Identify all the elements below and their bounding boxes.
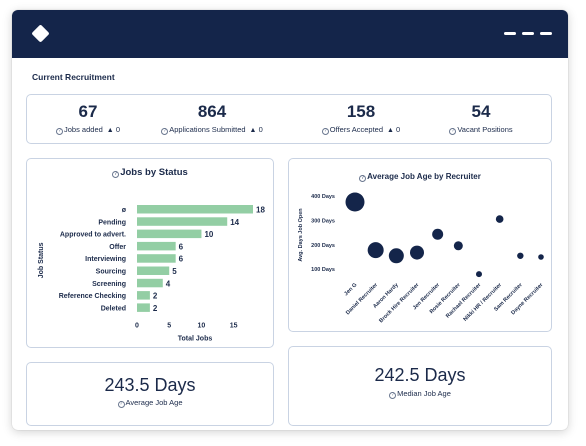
- chart-title: Jobs by Status: [120, 167, 188, 178]
- bar: [137, 278, 163, 288]
- help-icon[interactable]: ?: [56, 128, 63, 135]
- jobs-by-status-chart: ø 18 Pending 14 Approved to advert. 10 Offer 6 I…: [38, 205, 265, 343]
- diamond-logo-icon[interactable]: [31, 24, 50, 43]
- bar: [137, 217, 228, 226]
- kpi-label: Vacant Positions: [457, 125, 513, 134]
- help-icon[interactable]: ?: [321, 128, 329, 135]
- kpi-jobs-added: 67 ? Jobs added ▲ 0: [43, 103, 133, 135]
- avg-job-age-by-recruiter-card: ? Average Job Age by Recruiter 100 Days 20…: [288, 158, 552, 332]
- y-tick-label: 200 Days: [311, 243, 335, 249]
- bar: [137, 266, 170, 275]
- bar-value-label: 4: [166, 279, 171, 288]
- y-axis-label: Job Status: [38, 242, 45, 278]
- up-arrow-icon: ▲: [249, 127, 257, 134]
- category-label: Interviewing: [85, 256, 126, 263]
- data-point: [538, 254, 544, 260]
- category-label: Pending: [98, 219, 126, 226]
- category-label: Deleted: [101, 305, 126, 312]
- x-tick-label: 5: [167, 323, 171, 330]
- bar-value-label: 6: [179, 255, 184, 264]
- help-icon[interactable]: ?: [389, 392, 397, 399]
- bar-value-label: 18: [256, 206, 265, 215]
- data-point: [495, 215, 504, 223]
- bar-value-label: 2: [153, 304, 158, 313]
- kpi-vacant-positions: 54 ? Vacant Positions: [439, 103, 523, 135]
- kpi-value: 158: [346, 102, 376, 121]
- kpi-label: Jobs added: [64, 125, 103, 134]
- kpi-delta: 0: [396, 125, 401, 134]
- bar-value-label: 5: [172, 267, 177, 276]
- average-job-age-label: Average Job Age: [125, 398, 183, 407]
- x-tick-label: 0: [135, 323, 139, 330]
- bar: [137, 303, 150, 312]
- bar-value-label: 2: [153, 292, 158, 301]
- data-point: [517, 252, 524, 259]
- median-job-age-value: 242.5 Days: [374, 365, 466, 385]
- data-point: [388, 248, 404, 264]
- bar-value-label: 10: [204, 230, 213, 239]
- data-point: [432, 228, 444, 240]
- median-job-age-card: 242.5 Days ? Median Job Age: [288, 346, 552, 426]
- kpi-value: 54: [471, 102, 491, 121]
- bar-value-label: 6: [179, 242, 184, 251]
- data-point: [476, 271, 482, 278]
- kpi-applications-submitted: 864 ? Applications Submitted ▲ 0: [151, 103, 273, 135]
- average-job-age-card: 243.5 Days ? Average Job Age: [26, 362, 274, 426]
- x-tick-label: 15: [230, 323, 238, 330]
- x-tick-label: 10: [198, 323, 206, 330]
- y-tick-label: 400 Days: [311, 194, 335, 200]
- category-label: ø: [122, 207, 127, 214]
- kpi-value: 67: [78, 102, 98, 121]
- bar: [137, 254, 176, 263]
- data-point: [345, 192, 365, 212]
- jobs-by-status-card: ? Jobs by Status ø 18 Pending 14 Approved to …: [26, 158, 274, 348]
- category-label: Approved to advert.: [60, 232, 126, 239]
- x-tick-label: Jen G: [343, 282, 358, 297]
- help-icon[interactable]: ?: [161, 128, 169, 135]
- data-point: [453, 241, 463, 251]
- help-icon[interactable]: ?: [117, 401, 125, 408]
- y-axis-label: Avg. Days Job Open: [298, 208, 304, 262]
- bar: [137, 291, 150, 300]
- help-icon[interactable]: ?: [449, 128, 457, 135]
- bar: [137, 241, 176, 251]
- up-arrow-icon: ▲: [387, 127, 394, 134]
- category-label: Reference Checking: [59, 293, 126, 300]
- menu-icon[interactable]: [504, 32, 552, 35]
- x-tick-label: Nikki HR / Recruiter: [463, 282, 504, 323]
- data-point: [410, 245, 424, 260]
- kpi-label: Applications Submitted: [169, 125, 246, 134]
- kpi-delta: 0: [115, 125, 120, 134]
- help-icon[interactable]: ?: [359, 175, 367, 182]
- bar: [137, 229, 202, 239]
- category-label: Offer: [109, 244, 126, 251]
- kpi-label: Offers Accepted: [329, 125, 384, 134]
- bar-value-label: 14: [230, 218, 239, 227]
- x-axis-label: Total Jobs: [178, 336, 213, 343]
- kpi-offers-accepted: 158 ? Offers Accepted ▲ 0: [311, 103, 411, 135]
- kpi-summary-card: 67 ? Jobs added ▲ 0 864 ? Applications Subm…: [26, 94, 552, 144]
- category-label: Sourcing: [96, 269, 126, 276]
- category-label: Screening: [92, 281, 126, 288]
- bar: [137, 205, 253, 214]
- median-job-age-label: Median Job Age: [397, 389, 451, 398]
- x-tick-label: Brock Hire Recruiter: [378, 282, 421, 325]
- chart-title: Average Job Age by Recruiter: [367, 172, 481, 181]
- section-title: Current Recruitment: [32, 72, 115, 82]
- up-arrow-icon: ▲: [106, 127, 114, 134]
- dashboard-window: Current Recruitment 67 ? Jobs added ▲ 0 86…: [12, 10, 568, 430]
- data-point: [367, 242, 384, 259]
- x-tick-label: Rachael Recruiter: [445, 282, 483, 320]
- help-icon[interactable]: ?: [112, 171, 120, 178]
- kpi-value: 864: [197, 102, 227, 121]
- kpi-delta: 0: [258, 125, 263, 134]
- avg-job-age-chart: 100 Days 200 Days 300 Days 400 Days Avg. Day…: [298, 192, 545, 325]
- top-navigation-bar: [12, 10, 568, 58]
- y-tick-label: 300 Days: [311, 218, 335, 224]
- average-job-age-value: 243.5 Days: [104, 375, 196, 395]
- y-tick-label: 100 Days: [311, 267, 335, 273]
